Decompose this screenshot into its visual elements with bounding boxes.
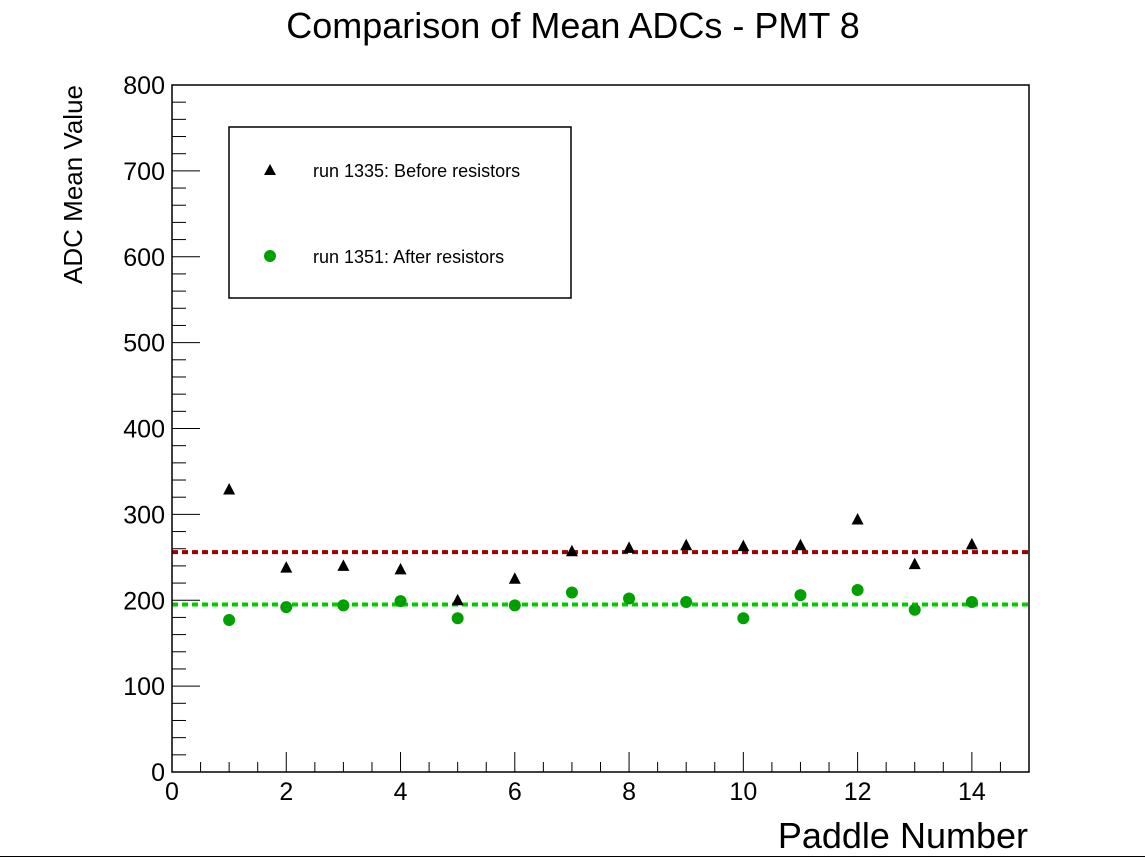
x-tick-label: 12 (844, 778, 872, 806)
legend-label-before: run 1335: Before resistors (313, 161, 520, 181)
before-data-point (851, 513, 864, 525)
y-tick-label: 700 (123, 158, 165, 186)
y-tick-label: 800 (123, 72, 165, 100)
before-data-point (794, 538, 807, 551)
after-data-point (280, 601, 293, 614)
y-tick-label: 600 (123, 244, 165, 272)
after-data-point (223, 614, 236, 627)
before-data-point (623, 541, 636, 553)
legend: run 1335: Before resistors run 1351: Aft… (228, 126, 572, 299)
before-data-point (337, 559, 350, 571)
before-data-point (565, 544, 578, 557)
legend-label-after: run 1351: After resistors (313, 247, 504, 267)
before-data-point (908, 557, 921, 570)
y-tick-label: 100 (123, 673, 165, 701)
before-data-point (965, 537, 978, 550)
before-data-point (451, 593, 464, 606)
before-data-point (280, 561, 293, 573)
legend-circle-marker (264, 250, 276, 262)
plot-frame (171, 84, 1030, 773)
y-tick-label: 400 (123, 416, 165, 444)
x-tick-label: 0 (165, 778, 179, 806)
y-axis-label: ADC Mean Value (58, 85, 88, 284)
after-data-point (623, 592, 636, 605)
y-tick-label: 200 (123, 587, 165, 615)
x-axis-label: Paddle Number (778, 815, 1028, 856)
after-data-point (737, 612, 750, 625)
y-tick-label: 500 (123, 330, 165, 358)
bottom-rule (0, 856, 1145, 857)
before-data-point (737, 539, 750, 552)
x-tick-label: 4 (394, 778, 408, 806)
x-tick-label: 2 (279, 778, 293, 806)
y-tick-label: 0 (151, 759, 165, 787)
after-data-point (337, 599, 350, 612)
legend-box (228, 126, 572, 299)
before-data-point (223, 482, 236, 495)
after-data-point (851, 583, 864, 596)
after-data-point (965, 595, 978, 608)
before-data-point (680, 538, 693, 551)
after-data-point (908, 603, 921, 616)
chart-title: Comparison of Mean ADCs - PMT 8 (286, 5, 860, 46)
legend-triangle-marker (264, 164, 276, 175)
after-data-point (451, 612, 464, 625)
before-data-point (394, 562, 407, 575)
y-tick-label: 300 (123, 501, 165, 529)
after-data-point (680, 595, 693, 608)
after-data-point (794, 589, 807, 602)
x-tick-label: 8 (622, 778, 636, 806)
before-data-point (508, 572, 521, 584)
after-data-point (394, 595, 407, 608)
x-tick-label: 14 (958, 778, 986, 806)
x-tick-label: 6 (508, 778, 522, 806)
after-data-point (565, 586, 578, 599)
after-data-point (508, 599, 521, 612)
x-tick-label: 10 (729, 778, 757, 806)
